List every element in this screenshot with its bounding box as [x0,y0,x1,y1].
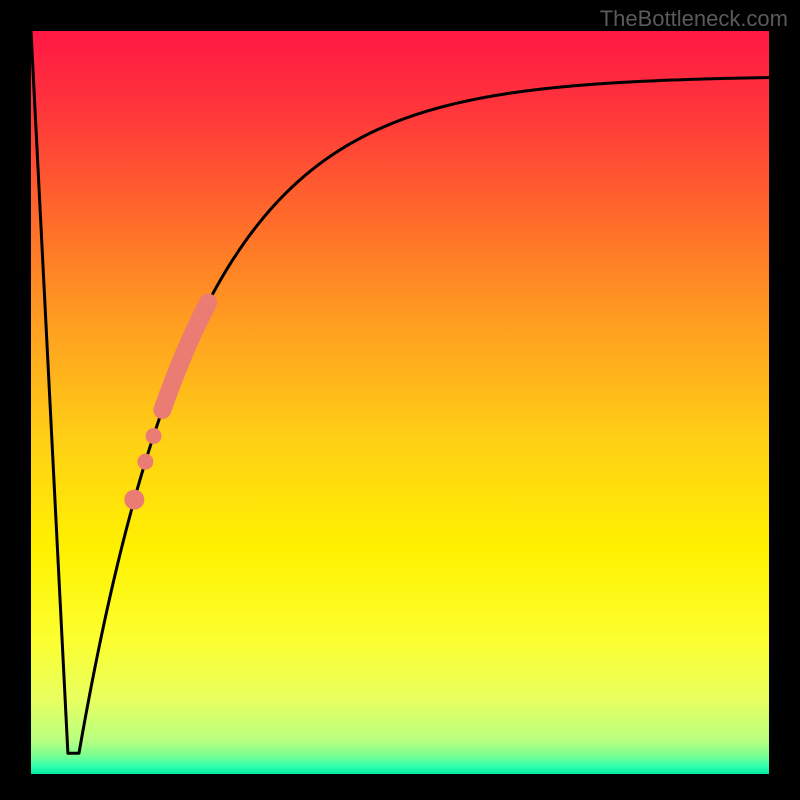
plot-background [31,31,769,774]
marker-dot-2 [124,490,144,510]
chart-container: TheBottleneck.com [0,0,800,800]
marker-dot-0 [146,428,162,444]
marker-dot-1 [137,454,153,470]
watermark-text: TheBottleneck.com [600,6,788,32]
chart-svg [0,0,800,800]
